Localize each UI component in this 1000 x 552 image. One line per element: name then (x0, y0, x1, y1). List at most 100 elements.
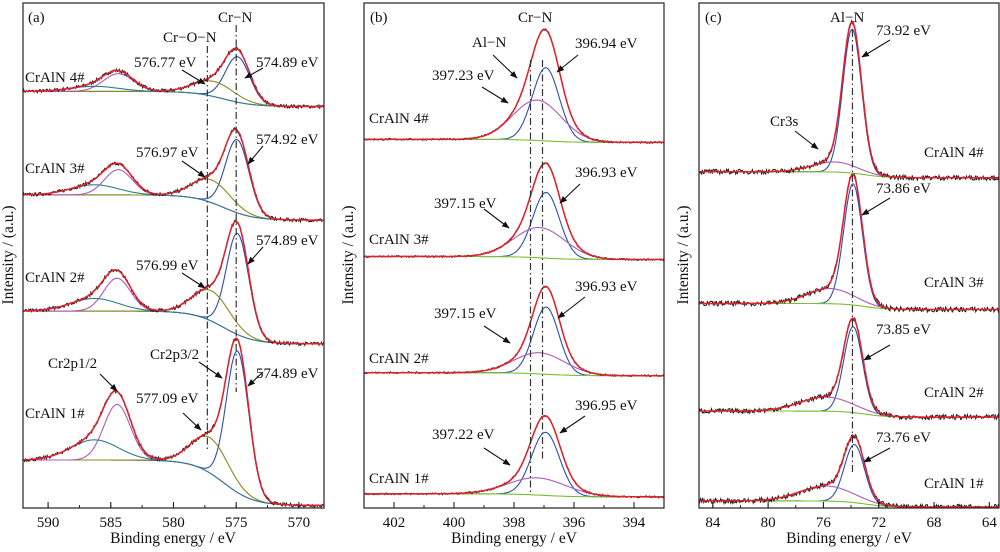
annotation-cr2p1-2: Cr2p1/2 (48, 356, 97, 372)
fit-envelope-line (699, 435, 999, 508)
peak-label: 574.89 eV (256, 233, 319, 249)
fit-envelope-line (364, 162, 664, 261)
peak-label: 73.86 eV (876, 181, 931, 197)
peak-label: 574.89 eV (256, 55, 319, 71)
sample-label: CrAlN 2# (369, 351, 429, 367)
fit-component-line (23, 435, 324, 506)
plot-area (23, 46, 324, 508)
spectrum-craln-2- (364, 285, 664, 378)
peak-label: 397.15 eV (434, 196, 497, 212)
annotation-cr2p3-2: Cr2p3/2 (150, 347, 199, 363)
axes-frame (363, 2, 665, 509)
peak-label: 576.77 eV (134, 55, 197, 71)
spectrum-craln-3- (364, 162, 664, 262)
peak-label: 396.95 eV (575, 398, 638, 414)
panel-c-al2p: 84 80 76 72 68 64 (698, 2, 1000, 531)
x-axis-label: Binding energy / eV (786, 530, 913, 547)
fit-envelope-line (699, 173, 999, 311)
annotation-cr3s: Cr3s (770, 114, 799, 130)
y-axis-label: Intensity / (a.u.) (340, 205, 357, 304)
panel-label: (b) (370, 10, 388, 26)
panel-label: (a) (28, 10, 45, 26)
x-tick-label: 396 (563, 515, 586, 531)
fit-component-line (699, 326, 999, 418)
peak-label: 576.99 eV (136, 258, 199, 274)
sample-label: CrAlN 1# (924, 476, 984, 492)
fit-envelope-line (364, 414, 664, 498)
x-tick-label: 64 (982, 515, 998, 531)
plot-area (364, 28, 664, 499)
sample-label: CrAlN 1# (25, 406, 85, 422)
fit-envelope-line (699, 317, 999, 418)
peak-label: 73.85 eV (876, 322, 931, 338)
peak-label: 396.93 eV (575, 279, 638, 295)
panel-a-cr2p: 590 585 580 575 570 (22, 2, 325, 531)
x-tick-label: 394 (623, 515, 646, 531)
sample-label: CrAlN 4# (369, 111, 429, 127)
peak-label: 396.93 eV (575, 165, 638, 181)
y-axis-label: Intensity / (a.u.) (0, 205, 17, 304)
y-axis-label: Intensity / (a.u.) (675, 205, 692, 304)
x-tick-label: 575 (225, 515, 248, 531)
panel-label: (c) (705, 10, 722, 26)
fit-envelope-line (23, 128, 324, 221)
peak-label: 574.92 eV (256, 132, 319, 148)
sample-label: CrAlN 1# (369, 471, 429, 487)
fit-envelope-line (23, 47, 324, 108)
sample-label: CrAlN 4# (924, 145, 984, 161)
x-tick-label: 72 (871, 515, 886, 531)
spectrum-craln-3- (23, 127, 324, 224)
spectrum-craln-4- (364, 28, 664, 145)
peak-label: 577.09 eV (136, 391, 199, 407)
spectrum-craln-3- (699, 173, 999, 314)
x-tick-label: 580 (162, 515, 185, 531)
x-axis-label: Binding energy / eV (451, 530, 578, 547)
annotation-cr-n: Cr−N (518, 10, 552, 26)
arrows-b (481, 54, 586, 466)
measured-spectrum-line (699, 433, 999, 508)
fit-component-line (23, 289, 324, 345)
x-tick-label: 590 (37, 515, 60, 531)
sample-label: CrAlN 2# (25, 270, 85, 286)
sample-label: CrAlN 2# (924, 385, 984, 401)
spectrum-craln-1- (364, 414, 664, 499)
peak-label: 397.23 eV (432, 68, 495, 84)
spectrum-craln-4- (699, 19, 999, 182)
peak-label: 73.76 eV (876, 430, 931, 446)
peak-label: 397.15 eV (434, 306, 497, 322)
x-tick-label: 402 (383, 515, 406, 531)
x-tick-label: 570 (288, 515, 311, 531)
annotation-cr-o-n: Cr−O−N (163, 30, 217, 46)
spectrum-craln-2- (699, 316, 999, 421)
peak-label: 574.89 eV (256, 366, 319, 382)
spectrum-craln-2- (23, 219, 324, 347)
fit-envelope-line (23, 337, 324, 507)
fit-envelope-line (364, 28, 664, 144)
sample-label: CrAlN 3# (924, 275, 984, 291)
x-tick-label: 80 (761, 515, 776, 531)
fit-component-line (364, 67, 664, 143)
fit-component-line (364, 191, 664, 261)
x-tick-label: 400 (443, 515, 466, 531)
fit-component-line (23, 232, 324, 345)
sample-label: CrAlN 3# (369, 232, 429, 248)
x-tick-label: 76 (816, 515, 832, 531)
peak-label: 397.22 eV (432, 427, 495, 443)
peak-label: 73.92 eV (876, 23, 931, 39)
annotation-al-n: Al−N (472, 35, 506, 51)
panel-b-n1s: 402 400 398 396 394 (363, 2, 665, 531)
peak-label: 396.94 eV (575, 36, 638, 52)
axes-frame (698, 2, 1000, 509)
fit-component-line (23, 277, 324, 345)
sample-label: CrAlN 3# (25, 161, 85, 177)
fit-envelope-line (364, 285, 664, 377)
fit-component-line (699, 288, 999, 311)
peak-label: 576.97 eV (136, 145, 199, 161)
sample-label: CrAlN 4# (25, 70, 85, 86)
arrows-c (794, 39, 891, 463)
fit-envelope-line (23, 220, 324, 345)
spectrum-craln-4- (23, 46, 324, 110)
spectrum-craln-1- (699, 433, 999, 508)
spectrum-craln-1- (23, 337, 324, 508)
